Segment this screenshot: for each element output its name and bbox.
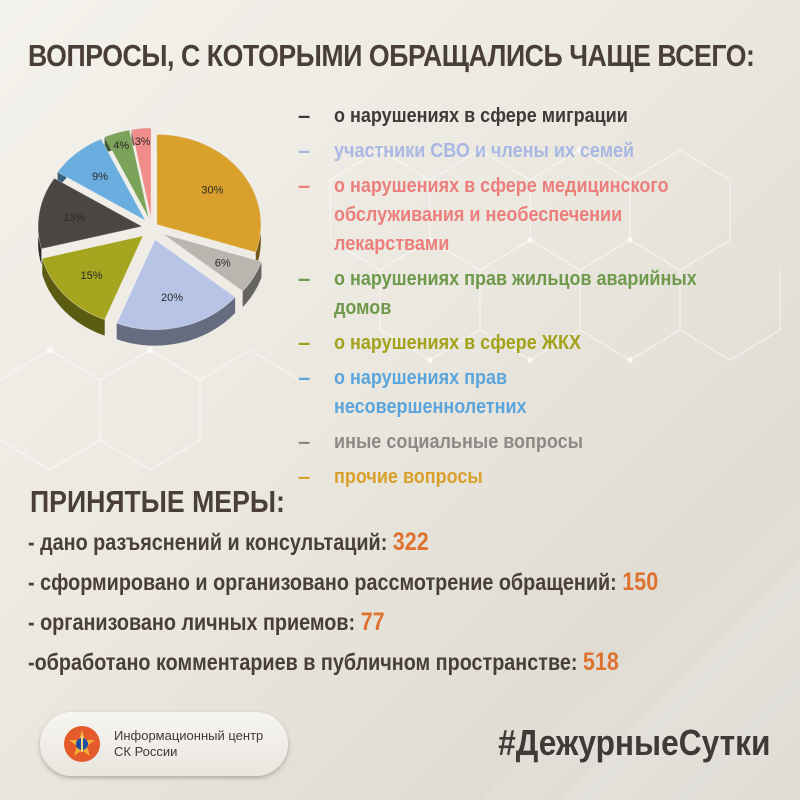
legend: – о нарушениях в сфере миграции – участн… <box>298 102 778 498</box>
legend-label: о нарушениях прав жильцов аварийных домо… <box>334 268 697 319</box>
legend-dash: – <box>298 173 311 198</box>
legend-item: – о нарушениях в сфере медицинского обсл… <box>298 172 778 259</box>
legend-dash: – <box>298 266 311 291</box>
pie-data-label: 4% <box>113 140 129 152</box>
legend-item: – иные социальные вопросы <box>298 428 778 457</box>
measure-label: - организовано личных приемов: <box>28 609 361 635</box>
legend-dash: – <box>298 103 311 128</box>
measure-item: - дано разъяснений и консультаций: 322 <box>28 528 429 557</box>
measure-item: - организовано личных приемов: 77 <box>28 608 385 637</box>
measure-value: 518 <box>582 648 619 676</box>
pie-slice-side <box>42 258 105 336</box>
pie-slice <box>156 134 262 253</box>
pie-chart: 30% 6% 20% 15% 13% 9% 4% 3% <box>30 127 290 348</box>
pie-slice <box>56 138 147 222</box>
pie-slice <box>37 177 144 250</box>
measure-value: 77 <box>360 608 385 636</box>
legend-label: участники СВО и члены их семей <box>334 140 635 162</box>
info-center-badge: Информационный центр СК России <box>40 712 288 776</box>
measure-label: - сформировано и организовано рассмотрен… <box>28 569 623 595</box>
pie-slice <box>104 129 150 219</box>
pie-data-label: 3% <box>135 136 151 148</box>
legend-dash: – <box>298 429 311 454</box>
legend-label: о нарушениях в сфере медицинского обслуж… <box>334 175 669 255</box>
legend-item: – о нарушениях прав несовершеннолетних <box>298 364 778 422</box>
pie-slice-side <box>116 296 236 346</box>
pie-slice <box>41 235 144 321</box>
measure-item: -обработано комментариев в публичном про… <box>28 648 619 677</box>
badge-line-1: Информационный центр <box>114 728 264 743</box>
legend-label: иные социальные вопросы <box>334 431 584 453</box>
legend-label: о нарушениях прав несовершеннолетних <box>334 367 527 418</box>
badge-line-2: СК России <box>114 744 178 759</box>
page-title: ВОПРОСЫ, С КОТОРЫМИ ОБРАЩАЛИСЬ ЧАЩЕ ВСЕГ… <box>28 38 755 73</box>
legend-dash: – <box>298 365 311 390</box>
legend-item: – участники СВО и члены их семей <box>298 137 778 166</box>
hashtag: #ДежурныеСутки <box>497 722 770 763</box>
measure-label: - дано разъяснений и консультаций: <box>28 529 393 555</box>
measure-item: - сформировано и организовано рассмотрен… <box>28 568 658 597</box>
pie-data-label: 6% <box>215 257 231 269</box>
legend-item: – о нарушениях в сфере миграции <box>298 102 778 131</box>
pie-data-label: 30% <box>201 185 223 197</box>
pie-data-label: 9% <box>92 171 108 183</box>
legend-label: о нарушениях в сфере миграции <box>334 105 628 127</box>
pie-chart-svg: 30% 6% 20% 15% 13% 9% 4% 3% <box>37 127 262 346</box>
measure-label: -обработано комментариев в публичном про… <box>28 649 583 675</box>
measure-value: 150 <box>622 568 659 596</box>
legend-item: – о нарушениях в сфере ЖКХ <box>298 329 778 358</box>
pie-slice-side <box>242 261 262 308</box>
pie-data-label: 20% <box>161 292 183 304</box>
emblem-icon <box>64 726 100 762</box>
measures-title: ПРИНЯТЫЕ МЕРЫ: <box>30 484 285 519</box>
pie-data-label: 15% <box>80 270 102 282</box>
pie-data-label: 13% <box>63 212 85 224</box>
badge-text: Информационный центр СК России <box>114 728 263 760</box>
legend-item: – о нарушениях прав жильцов аварийных до… <box>298 265 778 323</box>
pie-slice <box>116 239 236 331</box>
pie-slice <box>131 127 152 219</box>
measure-value: 322 <box>392 528 429 556</box>
pie-slice <box>162 233 262 292</box>
legend-label: прочие вопросы <box>334 466 483 488</box>
legend-dash: – <box>298 138 311 163</box>
legend-label: о нарушениях в сфере ЖКХ <box>334 332 581 354</box>
legend-dash: – <box>298 464 311 489</box>
legend-dash: – <box>298 330 311 355</box>
legend-item: – прочие вопросы <box>298 463 778 492</box>
